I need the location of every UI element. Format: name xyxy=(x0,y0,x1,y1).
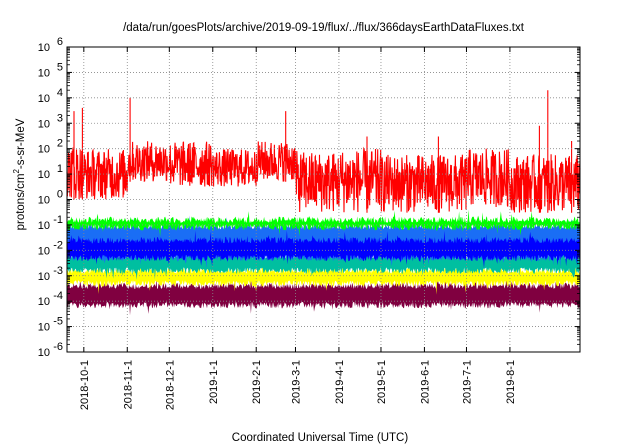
axis-ticks: 10 -610 -510 -410 -310 -210 -110 010 110 210 310 41… xyxy=(38,36,580,410)
y-tick-label: 10 xyxy=(38,220,50,232)
flux-series-red xyxy=(66,90,581,213)
y-tick-label: 10 xyxy=(38,118,50,130)
x-tick-label: 2018-11-1 xyxy=(122,360,134,409)
chart-title: /data/run/goesPlots/archive/2019-09-19/f… xyxy=(123,22,525,34)
y-tick-exponent: 2 xyxy=(57,138,63,150)
y-tick-exponent: -1 xyxy=(53,214,63,226)
x-tick-label: 2019-2-1 xyxy=(251,360,263,404)
flux-series-5 xyxy=(67,209,580,237)
y-axis-title-superscript: 2 xyxy=(12,169,21,174)
y-axis-title-rest: -s-sr-MeV xyxy=(15,118,27,169)
x-axis-title: Coordinated Universal Time (UTC) xyxy=(232,432,409,444)
series-layer xyxy=(66,90,581,316)
x-tick-label: 2019-8-1 xyxy=(505,360,517,404)
y-tick-exponent: 3 xyxy=(57,112,63,124)
y-tick-label: 10 xyxy=(38,245,50,257)
y-tick-label: 10 xyxy=(38,322,50,334)
y-tick-label: 10 xyxy=(38,271,50,283)
y-tick-exponent: -6 xyxy=(53,341,63,353)
y-tick-exponent: -5 xyxy=(53,316,63,328)
y-tick-exponent: 1 xyxy=(57,163,63,175)
y-tick-label: 10 xyxy=(38,347,50,359)
y-tick-label: 10 xyxy=(38,67,50,79)
y-tick-exponent: -4 xyxy=(53,290,63,302)
y-tick-exponent: 6 xyxy=(57,36,63,48)
x-tick-label: 2018-12-1 xyxy=(164,360,176,410)
y-tick-exponent: -3 xyxy=(53,265,63,277)
y-tick-exponent: 0 xyxy=(57,189,63,201)
flux-series-0 xyxy=(67,274,580,316)
y-tick-exponent: -2 xyxy=(53,239,63,251)
flux-series-1 xyxy=(67,260,580,295)
x-tick-label: 2019-5-1 xyxy=(376,360,388,404)
y-axis-title-main: protons/cm xyxy=(15,174,27,231)
y-tick-exponent: 5 xyxy=(57,61,63,73)
y-tick-label: 10 xyxy=(38,93,50,105)
y-tick-label: 10 xyxy=(38,296,50,308)
x-tick-label: 2019-4-1 xyxy=(334,360,346,404)
y-tick-label: 10 xyxy=(38,195,50,207)
x-tick-label: 2019-3-1 xyxy=(290,360,302,404)
y-tick-label: 10 xyxy=(38,42,50,54)
y-tick-label: 10 xyxy=(38,169,50,181)
y-tick-exponent: 4 xyxy=(57,87,63,99)
x-tick-label: 2019-1-1 xyxy=(208,360,220,404)
x-tick-label: 2019-6-1 xyxy=(419,360,431,404)
x-tick-label: 2018-10-1 xyxy=(79,360,91,410)
flux-series-4 xyxy=(67,230,580,269)
y-axis-title: protons/cm2-s-sr-MeV xyxy=(12,118,27,230)
x-tick-label: 2019-7-1 xyxy=(461,360,473,404)
y-tick-label: 10 xyxy=(38,144,50,156)
